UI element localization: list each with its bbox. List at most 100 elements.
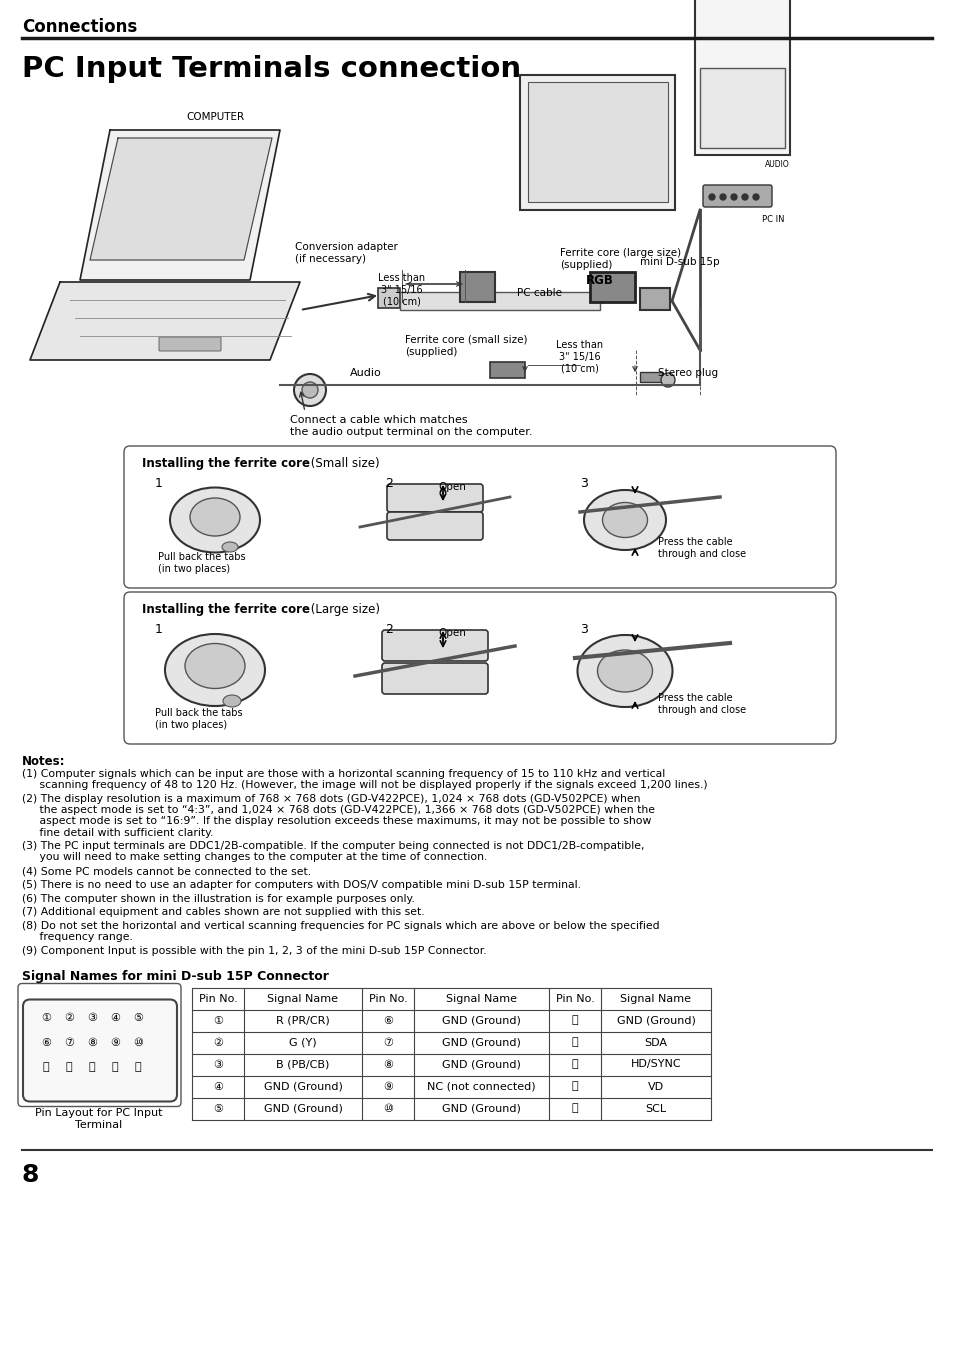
Ellipse shape bbox=[185, 643, 245, 689]
Text: Press the cable
through and close: Press the cable through and close bbox=[658, 536, 745, 558]
Circle shape bbox=[660, 373, 675, 386]
Text: Less than
3" 15/16
(10 cm): Less than 3" 15/16 (10 cm) bbox=[378, 273, 425, 307]
Text: ②: ② bbox=[213, 1038, 223, 1047]
Text: (6) The computer shown in the illustration is for example purposes only.: (6) The computer shown in the illustrati… bbox=[22, 893, 415, 904]
Text: (Small size): (Small size) bbox=[307, 457, 379, 470]
Text: GND (Ground): GND (Ground) bbox=[616, 1016, 695, 1025]
Text: ⑦: ⑦ bbox=[64, 1038, 74, 1047]
Text: ⑩: ⑩ bbox=[382, 1104, 393, 1113]
Text: ⑥: ⑥ bbox=[382, 1016, 393, 1025]
Text: (7) Additional equipment and cables shown are not supplied with this set.: (7) Additional equipment and cables show… bbox=[22, 908, 424, 917]
Text: VD: VD bbox=[647, 1082, 663, 1092]
Text: aspect mode is set to “16:9”. If the display resolution exceeds these maximums, : aspect mode is set to “16:9”. If the dis… bbox=[22, 816, 651, 827]
Text: ⑧: ⑧ bbox=[382, 1059, 393, 1070]
Text: ②: ② bbox=[64, 1012, 74, 1023]
Ellipse shape bbox=[583, 490, 665, 550]
FancyBboxPatch shape bbox=[124, 446, 835, 588]
FancyBboxPatch shape bbox=[381, 630, 488, 661]
Text: Ferrite core (small size)
(supplied): Ferrite core (small size) (supplied) bbox=[405, 335, 527, 357]
Ellipse shape bbox=[170, 488, 260, 553]
Text: Signal Name: Signal Name bbox=[446, 993, 517, 1004]
FancyBboxPatch shape bbox=[23, 1000, 177, 1101]
Ellipse shape bbox=[602, 503, 647, 538]
Ellipse shape bbox=[597, 650, 652, 692]
FancyBboxPatch shape bbox=[124, 592, 835, 744]
Text: ⑪: ⑪ bbox=[571, 1016, 578, 1025]
Text: 1: 1 bbox=[154, 623, 163, 636]
FancyBboxPatch shape bbox=[18, 984, 181, 1106]
Bar bbox=[700, 68, 784, 149]
Bar bbox=[639, 288, 669, 309]
Text: fine detail with sufficient clarity.: fine detail with sufficient clarity. bbox=[22, 828, 213, 838]
Text: ④: ④ bbox=[213, 1082, 223, 1092]
Text: Open: Open bbox=[437, 482, 465, 492]
Text: 2: 2 bbox=[385, 623, 393, 636]
Text: ①: ① bbox=[41, 1012, 51, 1023]
Text: ③: ③ bbox=[87, 1012, 97, 1023]
Text: NC (not connected): NC (not connected) bbox=[427, 1082, 536, 1092]
Text: Less than
3" 15/16
(10 cm): Less than 3" 15/16 (10 cm) bbox=[556, 340, 603, 373]
Bar bbox=[589, 272, 635, 303]
Text: ⑫: ⑫ bbox=[571, 1038, 578, 1047]
Text: Open: Open bbox=[437, 628, 465, 638]
Text: ⑦: ⑦ bbox=[382, 1038, 393, 1047]
Text: ③: ③ bbox=[213, 1059, 223, 1070]
Text: GND (Ground): GND (Ground) bbox=[263, 1104, 342, 1113]
Text: 3: 3 bbox=[579, 477, 587, 490]
FancyBboxPatch shape bbox=[387, 512, 482, 540]
Circle shape bbox=[720, 195, 725, 200]
Text: COMPUTER: COMPUTER bbox=[186, 112, 244, 122]
Polygon shape bbox=[90, 138, 272, 259]
Text: ⑮: ⑮ bbox=[134, 1062, 141, 1073]
Text: GND (Ground): GND (Ground) bbox=[441, 1038, 520, 1047]
Text: scanning frequency of 48 to 120 Hz. (However, the image will not be displayed pr: scanning frequency of 48 to 120 Hz. (How… bbox=[22, 780, 707, 790]
Text: GND (Ground): GND (Ground) bbox=[441, 1059, 520, 1070]
Polygon shape bbox=[80, 130, 280, 280]
Text: Connections: Connections bbox=[22, 18, 137, 36]
Circle shape bbox=[294, 374, 326, 407]
Text: ⑥: ⑥ bbox=[41, 1038, 51, 1047]
Text: Signal Names for mini D-sub 15P Connector: Signal Names for mini D-sub 15P Connecto… bbox=[22, 970, 329, 982]
Ellipse shape bbox=[190, 499, 240, 536]
Text: AUDIO: AUDIO bbox=[764, 159, 789, 169]
Text: ⑤: ⑤ bbox=[213, 1104, 223, 1113]
Text: ⑫: ⑫ bbox=[66, 1062, 72, 1073]
Text: Pull back the tabs
(in two places): Pull back the tabs (in two places) bbox=[154, 708, 242, 730]
Text: Installing the ferrite core: Installing the ferrite core bbox=[142, 457, 310, 470]
Text: (2) The display resolution is a maximum of 768 × 768 dots (GD-V422PCE), 1,024 × : (2) The display resolution is a maximum … bbox=[22, 794, 639, 804]
Bar bbox=[527, 82, 667, 203]
Text: RGB: RGB bbox=[585, 274, 614, 286]
FancyBboxPatch shape bbox=[381, 663, 488, 694]
Bar bbox=[377, 288, 399, 308]
Text: ⑭: ⑭ bbox=[112, 1062, 118, 1073]
Text: 2: 2 bbox=[385, 477, 393, 490]
Text: SCL: SCL bbox=[645, 1104, 666, 1113]
Text: Pin No.: Pin No. bbox=[198, 993, 237, 1004]
Text: Press the cable
through and close: Press the cable through and close bbox=[658, 693, 745, 715]
Text: Signal Name: Signal Name bbox=[619, 993, 691, 1004]
Text: (1) Computer signals which can be input are those with a horizontal scanning fre: (1) Computer signals which can be input … bbox=[22, 769, 664, 780]
Text: frequency range.: frequency range. bbox=[22, 932, 132, 942]
Text: 1: 1 bbox=[154, 477, 163, 490]
Text: ⑨: ⑨ bbox=[110, 1038, 120, 1047]
Text: B (PB/CB): B (PB/CB) bbox=[276, 1059, 330, 1070]
FancyBboxPatch shape bbox=[387, 484, 482, 512]
Text: ⑭: ⑭ bbox=[571, 1082, 578, 1092]
Text: Pin No.: Pin No. bbox=[368, 993, 407, 1004]
Text: Stereo plug: Stereo plug bbox=[658, 367, 718, 378]
Bar bbox=[519, 76, 675, 209]
Ellipse shape bbox=[223, 694, 241, 707]
Text: Installing the ferrite core: Installing the ferrite core bbox=[142, 603, 310, 616]
Text: ④: ④ bbox=[110, 1012, 120, 1023]
Text: G (Y): G (Y) bbox=[289, 1038, 316, 1047]
Ellipse shape bbox=[165, 634, 265, 707]
Bar bbox=[490, 362, 524, 378]
Text: mini D-sub 15p: mini D-sub 15p bbox=[639, 257, 719, 267]
Text: (3) The PC input terminals are DDC1/2B-compatible. If the computer being connect: (3) The PC input terminals are DDC1/2B-c… bbox=[22, 842, 644, 851]
Text: ⑬: ⑬ bbox=[571, 1059, 578, 1070]
Bar bbox=[399, 292, 599, 309]
Text: R (PR/CR): R (PR/CR) bbox=[275, 1016, 330, 1025]
Text: (5) There is no need to use an adapter for computers with DOS/V compatible mini : (5) There is no need to use an adapter f… bbox=[22, 880, 580, 890]
Text: ⑮: ⑮ bbox=[571, 1104, 578, 1113]
Text: ⑤: ⑤ bbox=[132, 1012, 143, 1023]
